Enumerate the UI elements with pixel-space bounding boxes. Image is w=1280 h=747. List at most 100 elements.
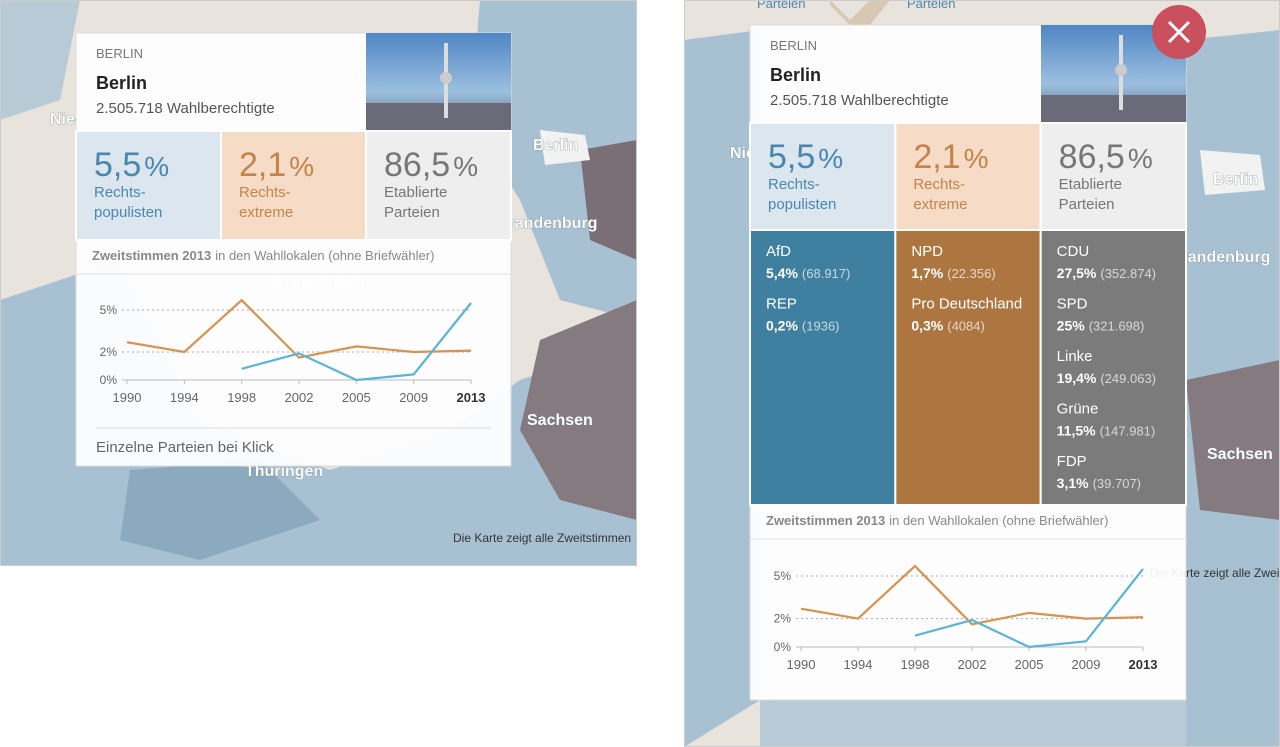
map-right[interactable]: NiedersachsenBerlinBrandenburgSachsenDie… [684,0,1280,747]
stat-unit: % [144,151,169,182]
chart-caption: Zweitstimmen 2013 in den Wahllokalen (ohn… [92,248,434,263]
map-label: Berlin [1213,171,1258,188]
stat-label: Parteien [1059,196,1115,213]
x-tick-label: 2009 [399,390,428,405]
stat-value: 2,1% [239,146,314,184]
footer[interactable]: Einzelne Parteien bei Klick [96,439,274,456]
x-tick-label: 2013 [457,390,486,405]
party-name: AfD [766,243,791,260]
party-result: 5,4% (68.917) [766,265,850,281]
party-result: 0,2% (1936) [766,318,840,334]
stat-box [220,130,367,241]
party-result: 19,4% (249.063) [1057,370,1156,386]
party-result: 11,5% (147.981) [1057,423,1156,439]
stat-box [1039,122,1187,231]
party-votes: (68.917) [802,266,850,281]
map-label: Berlin [533,137,578,154]
stat-label: populisten [768,196,836,213]
stat-number: 5,5 [94,146,141,184]
y-tick-label: 5% [774,569,792,583]
party-share: 0,2% [766,318,798,334]
party-result: 25% (321.698) [1057,318,1145,334]
stat-number: 86,5 [1059,138,1125,176]
x-tick-label: 1990 [113,390,142,405]
photo-city [1041,95,1186,123]
stat-unit: % [289,151,314,182]
stat-label: Rechts- [913,176,965,193]
stat-number: 86,5 [384,146,450,184]
region: BERLIN [770,38,817,53]
party-name: FDP [1057,453,1087,470]
caption-text: in den Wahllokalen (ohne Briefwähler) [215,248,434,263]
stat-label: Etablierte [1059,176,1122,193]
x-tick-label: 1998 [227,390,256,405]
map-border [0,0,637,566]
close-icon[interactable] [1167,20,1191,44]
party-share: 19,4% [1057,370,1097,386]
voters: 2.505.718 Wahlberechtigte [96,100,275,117]
party-share: 3,1% [1057,475,1089,491]
party-name: CDU [1057,243,1090,260]
stat-box [75,130,222,241]
party-share: 5,4% [766,265,798,281]
party-column[interactable] [1039,229,1187,506]
name: Berlin [770,65,821,85]
photo-tower-ball [440,72,452,84]
map-left[interactable]: NiedersachsenBerlinBrandenburgSachsen-An… [0,0,637,566]
stat-value: 2,1% [913,138,988,176]
stat-label: Etablierte [384,184,447,201]
stat-label: extreme [913,196,967,213]
map-label: Brandenburg [497,215,597,232]
x-tick-label: 1994 [844,657,873,672]
x-tick-label: 2002 [958,657,987,672]
stat-value: 86,5% [384,146,478,184]
stat-unit: % [453,151,478,182]
stat-box [894,122,1042,231]
party-name: Grüne [1057,401,1099,418]
stat-box [749,122,897,231]
x-tick-label: 2013 [1129,657,1158,672]
stat-number: 2,1 [913,138,960,176]
stat-value: 5,5% [94,146,169,184]
stat-number: 5,5 [768,138,815,176]
party-votes: (249.063) [1100,371,1156,386]
stat-label: Rechts- [94,184,146,201]
series-line [126,298,472,359]
party-share: 1,7% [911,265,943,281]
x-tick-label: 1998 [901,657,930,672]
party-votes: (352.874) [1100,266,1156,281]
party-result: 1,7% (22.356) [911,265,995,281]
stat-value: 5,5% [768,138,843,176]
stat-unit: % [818,143,843,174]
party-votes: (39.707) [1093,476,1141,491]
party-column[interactable] [749,229,897,506]
party-result: 3,1% (39.707) [1057,475,1141,491]
stat-label: populisten [94,204,162,221]
party-name: NPD [911,243,943,260]
stat-unit: % [964,143,989,174]
stat-number: 2,1 [239,146,286,184]
legend-label: Parteien [757,0,805,11]
series-line [241,302,472,382]
party-name: REP [766,296,797,313]
party-share: 27,5% [1057,265,1097,281]
map-label: Sachsen [527,412,593,429]
map-label: Thüringen [245,463,323,480]
party-votes: (4084) [947,319,985,334]
y-tick-label: 2% [100,345,118,359]
party-column[interactable] [894,229,1042,506]
voters: 2.505.718 Wahlberechtigte [770,92,949,109]
stat-box [365,130,512,241]
stat-label: Rechts- [768,176,820,193]
caption-bold: Zweitstimmen 2013 [92,248,211,263]
y-tick-label: 2% [774,612,792,626]
party-share: 0,3% [911,318,943,334]
stat-label: extreme [239,204,293,221]
y-tick-label: 5% [100,303,118,317]
stat-value: 86,5% [1059,138,1153,176]
party-share: 25% [1057,318,1086,334]
y-tick-label: 0% [100,373,118,387]
party-name: Linke [1057,348,1093,365]
party-share: 11,5% [1057,423,1096,439]
